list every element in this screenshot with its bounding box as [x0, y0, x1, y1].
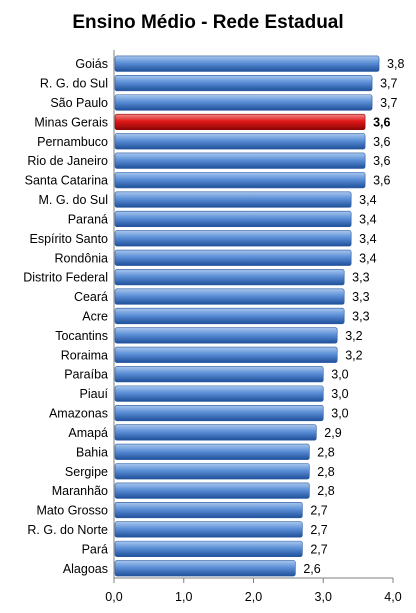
bar: [114, 463, 310, 480]
category-label: Rondônia: [54, 251, 108, 265]
category-label: São Paulo: [50, 96, 108, 110]
category-label: Santa Catarina: [25, 174, 108, 188]
value-label: 3,3: [352, 271, 369, 285]
value-label: 2,9: [324, 426, 341, 440]
category-label: Pará: [82, 542, 108, 556]
bar: [114, 210, 352, 228]
bar: [114, 443, 310, 460]
category-label: Paraíba: [64, 368, 108, 382]
value-label: 3,7: [380, 77, 397, 91]
bar: [114, 55, 380, 72]
category-label: Paraná: [68, 212, 108, 226]
x-tick-label: 4,0: [384, 590, 401, 604]
category-label: R. G. do Sul: [40, 77, 108, 91]
category-label: Tocantins: [55, 329, 108, 343]
value-label: 2,7: [310, 523, 327, 537]
bar-highlight: [114, 113, 366, 130]
bar: [114, 424, 317, 441]
category-label: Roraima: [61, 348, 108, 362]
bars-group: Goiás 3,8 R. G. do Sul 3,7 São Paulo 3,7 Minas…: [23, 55, 404, 577]
category-label: Amazonas: [49, 407, 108, 421]
category-label: R. G. do Norte: [27, 523, 108, 537]
category-label: Bahia: [76, 445, 108, 459]
bar: [114, 172, 366, 189]
category-label: M. G. do Sul: [39, 193, 108, 207]
bar: [114, 540, 303, 557]
bar: [114, 346, 338, 363]
bar: [114, 230, 352, 247]
category-label: Piauí: [80, 387, 109, 401]
value-label: 3,0: [331, 407, 348, 421]
value-label: 3,2: [345, 329, 362, 343]
bar: [114, 191, 352, 208]
bar: [114, 94, 373, 111]
bar: [114, 482, 310, 499]
value-label: 2,6: [303, 562, 320, 576]
bar: [114, 249, 352, 266]
category-label: Amapá: [68, 426, 108, 440]
category-label: Pernambuco: [37, 135, 108, 149]
value-label: 3,0: [331, 368, 348, 382]
value-label: 2,7: [310, 504, 327, 518]
bar: [114, 385, 324, 402]
value-label: 3,4: [359, 232, 376, 246]
value-label: 3,4: [359, 212, 376, 226]
bar: [114, 133, 366, 150]
value-label: 3,6: [373, 174, 390, 188]
category-label: Alagoas: [63, 562, 108, 576]
value-label: 3,6: [373, 154, 390, 168]
x-tick-label: 2,0: [245, 590, 262, 604]
x-tick-label: 1,0: [175, 590, 192, 604]
value-label: 2,7: [310, 542, 327, 556]
bar: [114, 366, 324, 383]
bar: [114, 269, 345, 286]
chart-title: Ensino Médio - Rede Estadual: [72, 12, 343, 33]
bar: [114, 75, 373, 92]
value-label: 3,6: [373, 115, 390, 129]
value-label: 3,8: [387, 57, 404, 71]
category-label: Rio de Janeiro: [27, 154, 108, 168]
category-label: Ceará: [74, 290, 108, 304]
value-label: 3,4: [359, 251, 376, 265]
value-label: 3,6: [373, 135, 390, 149]
value-label: 2,8: [317, 465, 334, 479]
category-label: Distrito Federal: [23, 271, 108, 285]
bar: [114, 404, 324, 422]
x-tick-label: 0,0: [105, 590, 122, 604]
value-label: 2,8: [317, 484, 334, 498]
value-label: 3,3: [352, 310, 369, 324]
bar: [114, 152, 366, 169]
value-label: 3,2: [345, 348, 362, 362]
bar: [114, 521, 303, 538]
x-tick-label: 3,0: [315, 590, 332, 604]
category-label: Espírito Santo: [29, 232, 108, 246]
axes-group: 0,0 1,0 2,0 3,0 4,0: [105, 50, 402, 604]
bar: [114, 288, 345, 305]
category-label: Sergipe: [65, 465, 108, 479]
category-label: Maranhão: [52, 484, 108, 498]
value-label: 3,7: [380, 96, 397, 110]
value-label: 2,8: [317, 445, 334, 459]
value-label: 3,0: [331, 387, 348, 401]
category-label: Minas Gerais: [34, 115, 108, 129]
bar: [114, 560, 296, 577]
value-label: 3,4: [359, 193, 376, 207]
category-label: Acre: [82, 310, 108, 324]
bar: [114, 502, 303, 519]
bar: [114, 307, 345, 325]
category-label: Mato Grosso: [36, 504, 108, 518]
value-label: 3,3: [352, 290, 369, 304]
category-label: Goiás: [75, 57, 108, 71]
bar: [114, 327, 338, 344]
